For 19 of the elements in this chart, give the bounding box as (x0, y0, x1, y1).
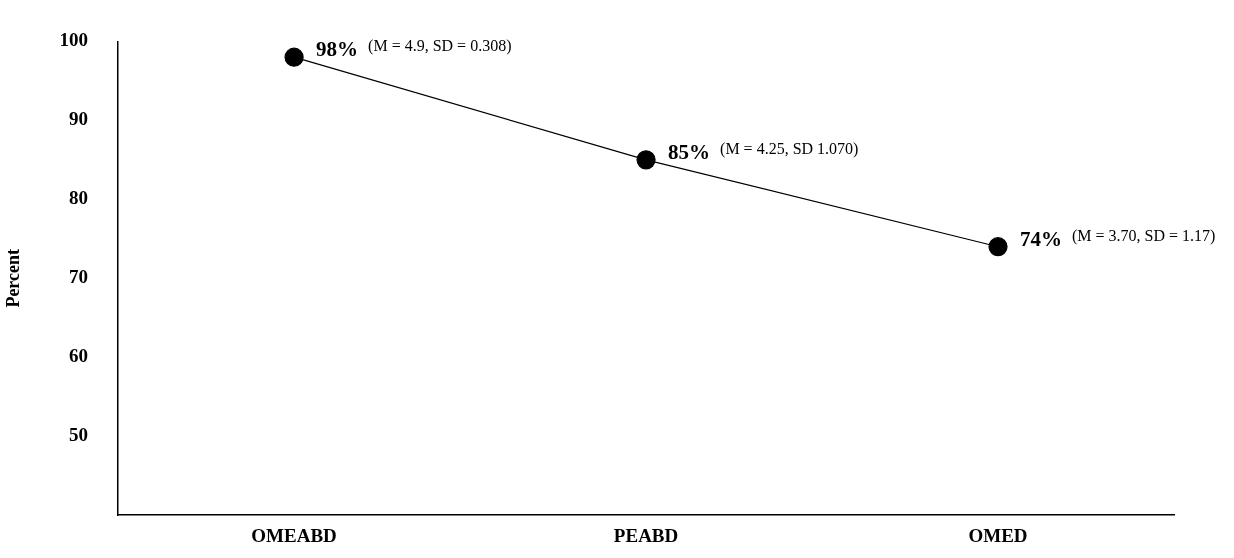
annotation: (M = 3.70, SD = 1.17) (1072, 226, 1216, 245)
y-tick-label: 50 (69, 424, 89, 446)
x-tick-label: OMED (968, 524, 1028, 546)
y-tick-label: 70 (69, 266, 89, 288)
y-tick-label: 90 (69, 108, 89, 130)
x-tick-label: PEABD (613, 524, 679, 546)
y-axis-title: Percent (3, 248, 24, 308)
point (284, 47, 304, 67)
y-tick-label: 60 (69, 345, 89, 367)
data-label: 74% (1020, 226, 1063, 251)
data-label: 98% (316, 37, 359, 62)
data-label: 85% (668, 139, 711, 164)
annotation: (M = 4.9, SD = 0.308) (368, 37, 512, 56)
annotation: (M = 4.25, SD 1.070) (720, 140, 859, 159)
y-tick-label: 100 (59, 29, 89, 51)
x-tick-label: OMEABD (251, 524, 337, 546)
point (636, 150, 656, 170)
point (988, 237, 1008, 257)
y-tick-label: 80 (69, 187, 89, 209)
